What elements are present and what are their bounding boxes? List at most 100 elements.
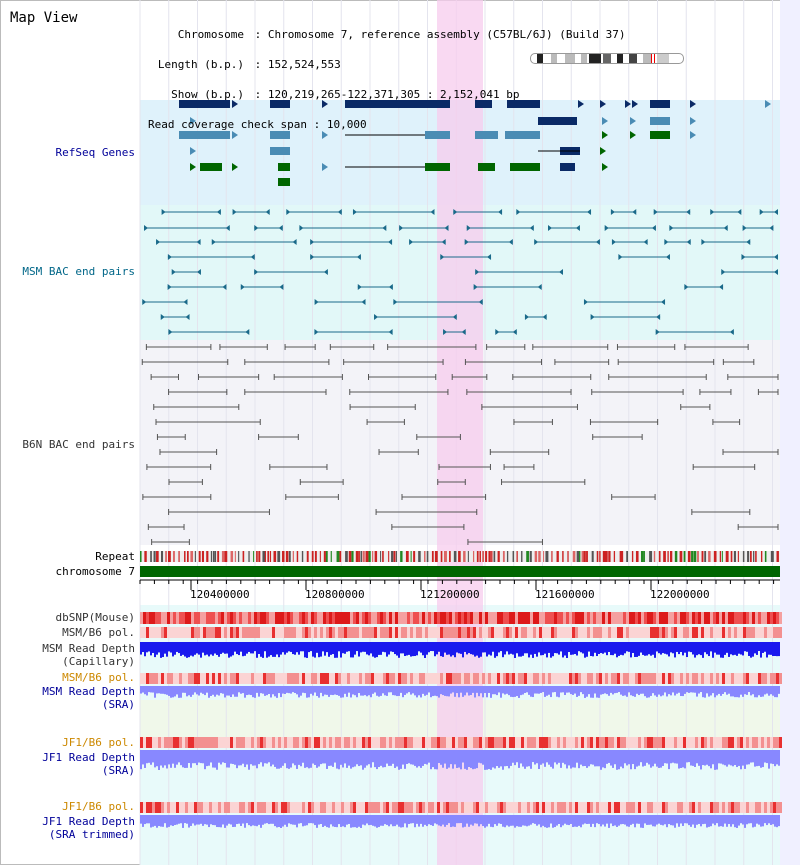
polymorphism-cell (737, 612, 740, 624)
track-label-msm-depth-capillary[interactable]: MSM Read Depth (42, 642, 135, 655)
track-label-repeat[interactable]: Repeat (95, 550, 135, 563)
msm-bac-end (160, 314, 165, 320)
read-depth-bar (524, 642, 526, 654)
polymorphism-cell (335, 673, 338, 684)
polymorphism-cell (767, 673, 770, 684)
polymorphism-cell (752, 673, 755, 684)
polymorphism-cell (632, 627, 635, 638)
polymorphism-cell (377, 737, 380, 748)
msm-bac-end (558, 269, 563, 275)
read-depth-bar (410, 750, 412, 765)
polymorphism-cell (245, 802, 248, 813)
polymorphism-cell (677, 737, 680, 748)
read-depth-bar (284, 686, 286, 695)
polymorphism-cell (242, 802, 245, 813)
read-depth-bar (744, 686, 746, 695)
track-label-msm-bac[interactable]: MSM BAC end pairs (22, 265, 135, 278)
read-depth-bar (218, 815, 220, 828)
read-depth-bar (680, 686, 682, 697)
track-label-jf1-depth-sra[interactable]: JF1 Read Depth (42, 751, 135, 764)
polymorphism-cell (356, 673, 359, 684)
read-depth-bar (524, 815, 526, 826)
read-depth-bar (178, 750, 180, 763)
read-depth-bar (504, 815, 506, 828)
read-depth-bar (630, 686, 632, 696)
track-label-msm-b6-pol-1[interactable]: MSM/B6 pol. (62, 626, 135, 639)
polymorphism-cell (380, 673, 383, 684)
read-depth-bar (522, 642, 524, 656)
read-depth-bar (550, 750, 552, 767)
read-depth-bar (292, 686, 294, 693)
polymorphism-cell (293, 802, 296, 813)
polymorphism-cell (314, 802, 317, 813)
read-depth-bar (320, 686, 322, 693)
track-label-msm-b6-pol-2[interactable]: MSM/B6 pol. (62, 671, 135, 684)
read-depth-bar (768, 642, 770, 655)
polymorphism-cell (293, 673, 296, 684)
read-depth-bar (572, 815, 574, 828)
read-depth-bar (500, 815, 502, 824)
read-depth-bar (336, 815, 338, 828)
read-depth-bar (562, 815, 564, 826)
polymorphism-cell (185, 737, 188, 748)
read-depth-bar (374, 815, 376, 827)
track-label-jf1-b6-pol-2[interactable]: JF1/B6 pol. (62, 800, 135, 813)
polymorphism-cell (227, 673, 230, 684)
read-depth-bar (256, 750, 258, 769)
polymorphism-cell (752, 802, 755, 813)
polymorphism-cell (725, 802, 728, 813)
read-depth-bar (242, 686, 244, 694)
polymorphism-cell (293, 627, 296, 638)
repeat-element (405, 551, 409, 562)
track-label-jf1-b6-pol-1[interactable]: JF1/B6 pol. (62, 736, 135, 749)
track-label-jf1-depth-trimmed[interactable]: JF1 Read Depth (42, 815, 135, 828)
read-depth-bar (704, 815, 706, 824)
polymorphism-cell (263, 737, 266, 748)
repeat-element (168, 551, 171, 562)
polymorphism-cell (230, 612, 233, 624)
read-depth-bar (746, 642, 748, 652)
read-depth-bar (258, 686, 260, 697)
read-depth-bar (404, 750, 406, 769)
read-depth-bar (384, 815, 386, 825)
polymorphism-cell (779, 802, 782, 813)
polymorphism-cell (629, 612, 632, 624)
polymorphism-cell (146, 612, 149, 624)
track-label-b6n-bac[interactable]: B6N BAC end pairs (22, 438, 135, 451)
polymorphism-cell (401, 627, 404, 638)
read-depth-bar (398, 750, 400, 770)
track-label-msm-depth-sra[interactable]: MSM Read Depth (42, 685, 135, 698)
polymorphism-cell (338, 612, 341, 624)
chromosome-ideogram[interactable] (530, 53, 684, 64)
polymorphism-cell (278, 737, 281, 748)
read-depth-bar (222, 815, 224, 825)
repeat-element (217, 551, 220, 562)
polymorphism-cell (479, 737, 482, 748)
polymorphism-cell (497, 673, 500, 684)
polymorphism-cell (173, 737, 176, 748)
read-depth-bar (608, 815, 610, 828)
polymorphism-cell (704, 673, 707, 684)
read-depth-bar (764, 686, 766, 695)
msm-bac-end (534, 239, 539, 245)
track-label-refseq[interactable]: RefSeq Genes (55, 146, 135, 159)
polymorphism-cell (695, 612, 698, 624)
read-depth-bar (756, 750, 758, 767)
read-depth-bar (194, 642, 196, 655)
read-depth-bar (758, 642, 760, 652)
track-label-dbsnp[interactable]: dbSNP(Mouse) (55, 611, 135, 624)
repeat-element (311, 551, 314, 562)
polymorphism-cell (500, 737, 503, 748)
read-depth-bar (476, 686, 478, 693)
read-depth-bar (642, 642, 644, 655)
polymorphism-cell (434, 612, 437, 624)
polymorphism-cell (482, 802, 485, 813)
read-depth-bar (450, 642, 452, 657)
polymorphism-cell (701, 627, 704, 638)
msm-bac-end (265, 209, 270, 215)
read-depth-bar (602, 686, 604, 695)
read-depth-bar (186, 642, 188, 658)
msm-bac-end (664, 239, 669, 245)
read-depth-bar (424, 686, 426, 696)
msm-bac-end (196, 269, 201, 275)
